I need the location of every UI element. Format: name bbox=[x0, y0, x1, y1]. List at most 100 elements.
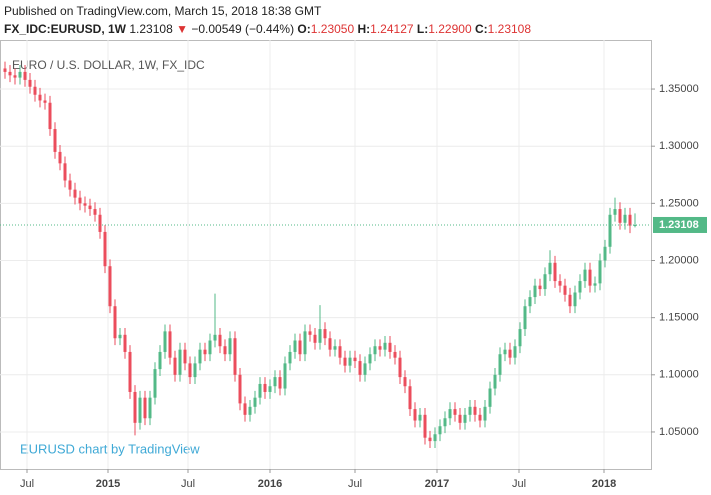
candle-body bbox=[443, 418, 447, 427]
candle-body bbox=[333, 346, 337, 350]
candle-body bbox=[263, 383, 267, 392]
candle-body bbox=[128, 351, 132, 392]
candle-body bbox=[468, 406, 472, 415]
candle-body bbox=[483, 406, 487, 421]
candle-body bbox=[118, 334, 122, 339]
candle-body bbox=[633, 224, 637, 226]
candle-body bbox=[358, 361, 362, 375]
candle-body bbox=[88, 205, 92, 210]
candle-body bbox=[328, 338, 332, 350]
candle-body bbox=[283, 363, 287, 389]
candle-body bbox=[78, 197, 82, 204]
candle-body bbox=[233, 338, 237, 375]
x-tick-label: Jul bbox=[181, 478, 195, 490]
candle-body bbox=[338, 346, 342, 358]
candle-body bbox=[518, 329, 522, 347]
candle-body bbox=[163, 331, 167, 352]
candle-body bbox=[288, 351, 292, 364]
candle-body bbox=[98, 214, 102, 232]
x-tick-label: Jul bbox=[20, 478, 34, 490]
candle-body bbox=[508, 349, 512, 358]
y-tick-label: 1.30000 bbox=[659, 140, 699, 152]
candle-body bbox=[493, 374, 497, 389]
candle-body bbox=[38, 94, 42, 101]
candle-body bbox=[93, 209, 97, 215]
candle-body bbox=[83, 203, 87, 206]
candle-body bbox=[588, 269, 592, 286]
candle-body bbox=[413, 409, 417, 421]
candle-body bbox=[268, 386, 272, 392]
candle-body bbox=[448, 409, 452, 419]
candle-body bbox=[423, 414, 427, 438]
candle-body bbox=[8, 71, 12, 76]
candle-body bbox=[318, 329, 322, 343]
candle-body bbox=[398, 357, 402, 378]
candle-body bbox=[158, 351, 162, 370]
o-label: O: bbox=[297, 22, 311, 36]
candle-body bbox=[123, 334, 127, 352]
candle-body bbox=[3, 68, 7, 72]
candle-body bbox=[153, 369, 157, 398]
candle-body bbox=[173, 357, 177, 375]
candle-body bbox=[553, 262, 557, 282]
candle-body bbox=[293, 340, 297, 352]
x-tick-label: 2017 bbox=[425, 478, 449, 490]
header: Published on TradingView.com, March 15, … bbox=[4, 2, 531, 38]
candle-body bbox=[388, 342, 392, 352]
candle-body bbox=[548, 262, 552, 275]
y-tick-label: 1.10000 bbox=[659, 369, 699, 381]
candle-body bbox=[573, 292, 577, 307]
candle-body bbox=[503, 349, 507, 355]
candle-body bbox=[438, 426, 442, 435]
candle-body bbox=[363, 363, 367, 375]
candle-body bbox=[428, 437, 432, 442]
candle-body bbox=[538, 285, 542, 290]
candle-body bbox=[203, 349, 207, 355]
candle-body bbox=[48, 102, 52, 130]
candle-body bbox=[248, 406, 252, 415]
candle-body bbox=[373, 346, 377, 355]
y-tick-label: 1.05000 bbox=[659, 426, 699, 438]
candle-body bbox=[18, 71, 22, 78]
candle-body bbox=[543, 274, 547, 290]
candle-body bbox=[418, 414, 422, 421]
candle-body bbox=[313, 334, 317, 343]
candle-body bbox=[378, 346, 382, 350]
watermark: EURUSD chart by TradingView bbox=[20, 441, 200, 456]
candle-body bbox=[618, 209, 622, 223]
candle-body bbox=[223, 346, 227, 355]
candle-body bbox=[478, 414, 482, 421]
candle-body bbox=[343, 357, 347, 366]
candle-body bbox=[258, 383, 262, 398]
c-label: C: bbox=[474, 22, 488, 36]
candle-body bbox=[368, 354, 372, 364]
candle-body bbox=[498, 354, 502, 375]
candle-body bbox=[198, 349, 202, 364]
candle-body bbox=[393, 351, 397, 358]
h-label: H: bbox=[357, 22, 371, 36]
candle-body bbox=[178, 349, 182, 375]
candle-body bbox=[598, 260, 602, 284]
y-tick-label: 1.15000 bbox=[659, 312, 699, 324]
candle-body bbox=[63, 163, 67, 181]
candle-body bbox=[33, 86, 37, 95]
candle-body bbox=[603, 246, 607, 261]
candle-body bbox=[453, 409, 457, 415]
candle-body bbox=[143, 397, 147, 419]
candle-body bbox=[323, 329, 327, 339]
l: 1.22900 bbox=[428, 22, 472, 36]
c: 1.23108 bbox=[487, 22, 532, 36]
candle-body bbox=[228, 338, 232, 355]
candle-body bbox=[13, 75, 17, 78]
candle-body bbox=[578, 281, 582, 293]
candle-body bbox=[208, 340, 212, 355]
x-tick-label: 2016 bbox=[258, 478, 282, 490]
candle-body bbox=[308, 331, 312, 335]
y-tick-label: 1.35000 bbox=[659, 83, 699, 95]
candle-body bbox=[148, 397, 152, 419]
arrow: ▼ bbox=[176, 22, 188, 36]
candle-body bbox=[463, 414, 467, 423]
candle-body bbox=[133, 391, 137, 423]
l-label: L: bbox=[416, 22, 429, 36]
published: Published on TradingView.com, March 15, … bbox=[4, 4, 322, 18]
